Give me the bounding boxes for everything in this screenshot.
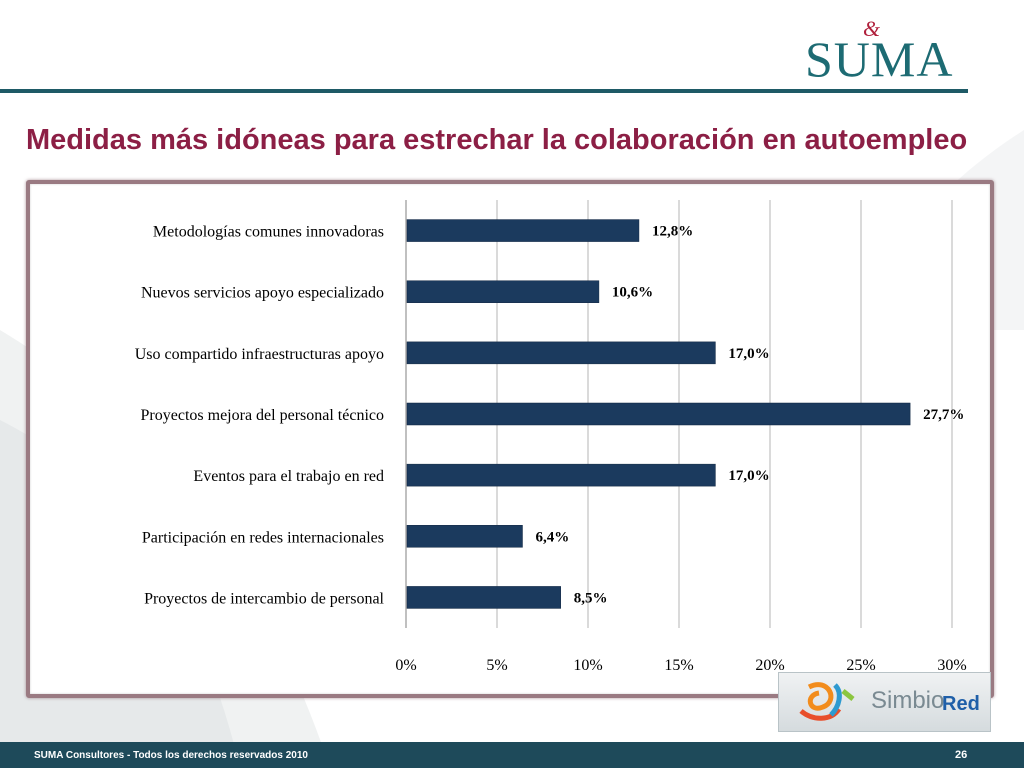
brand-simbio: Simbio (871, 687, 945, 714)
x-tick-label-5: 25% (846, 657, 875, 674)
bar-0 (406, 219, 640, 242)
footer-copyright: SUMA Consultores - Todos los derechos re… (34, 750, 308, 761)
data-label-3: 27,7% (923, 407, 964, 423)
bar-2 (406, 341, 716, 365)
bar-6 (406, 586, 561, 609)
page-title: Medidas más idóneas para estrechar la co… (26, 124, 968, 156)
bar-3 (406, 402, 911, 426)
simbiored-badge: Simbio Red (778, 672, 991, 732)
data-label-0: 12,8% (652, 224, 693, 240)
chart-frame (26, 180, 994, 698)
simbiored-logo-icon (799, 682, 855, 721)
bar-chart: 0% 5% 10% 15% 20% 25% 30% Metodologías comunes … (135, 200, 967, 674)
bar-1 (406, 280, 600, 303)
data-label-5: 6,4% (535, 529, 569, 545)
logo-wordmark: SUMA (805, 31, 954, 87)
data-label-1: 10,6% (612, 285, 653, 301)
bar-4 (406, 463, 716, 487)
category-label-2: Uso compartido infraestructuras apoyo (135, 346, 384, 363)
x-tick-label-3: 15% (664, 657, 693, 674)
suma-logo: & SUMA (805, 16, 975, 87)
data-label-4: 17,0% (728, 468, 769, 484)
category-label-3: Proyectos mejora del personal técnico (141, 407, 384, 424)
category-label-6: Proyectos de intercambio de personal (144, 590, 384, 607)
footer-bar: SUMA Consultores - Todos los derechos re… (0, 742, 1024, 768)
logo-ampersand: & (863, 16, 881, 41)
category-label-0: Metodologías comunes innovadoras (153, 224, 384, 241)
brand-red: Red (942, 693, 980, 715)
category-label-5: Participación en redes internacionales (142, 529, 384, 546)
x-tick-label-2: 10% (573, 657, 602, 674)
x-tick-label-4: 20% (755, 657, 784, 674)
data-label-2: 17,0% (728, 346, 769, 362)
header-divider (0, 89, 968, 93)
bar-5 (406, 525, 523, 548)
page-number: 26 (955, 749, 968, 761)
x-tick-label-0: 0% (395, 657, 416, 674)
category-label-1: Nuevos servicios apoyo especializado (141, 285, 384, 302)
category-label-4: Eventos para el trabajo en red (193, 468, 384, 485)
x-tick-label-6: 30% (937, 657, 966, 674)
x-tick-label-1: 5% (486, 657, 507, 674)
data-label-6: 8,5% (574, 590, 608, 606)
